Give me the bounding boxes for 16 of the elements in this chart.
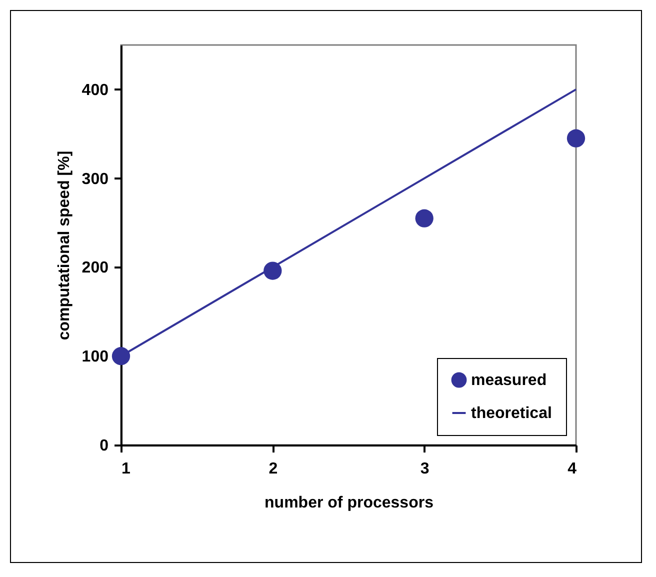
point	[566, 129, 586, 148]
y-tick-label: 0	[100, 438, 109, 454]
legend-label: theoretical	[471, 405, 552, 422]
x-tick-label: 1	[122, 460, 130, 478]
point	[112, 347, 130, 366]
x-tick-label: 3	[420, 460, 430, 478]
y-tick-label: 400	[82, 82, 109, 99]
x-tick-label: 4	[568, 460, 577, 478]
y-axis-title: computational speed [%]	[56, 150, 73, 340]
y-tick-label: 100	[82, 348, 109, 366]
legend-label: measured	[471, 372, 547, 389]
y-tick-label: 300	[82, 170, 109, 188]
point	[415, 209, 434, 228]
x-axis-title: number of processors	[264, 494, 434, 512]
x-tick-label: 2	[268, 460, 278, 478]
y-tick-label: 200	[82, 260, 109, 277]
